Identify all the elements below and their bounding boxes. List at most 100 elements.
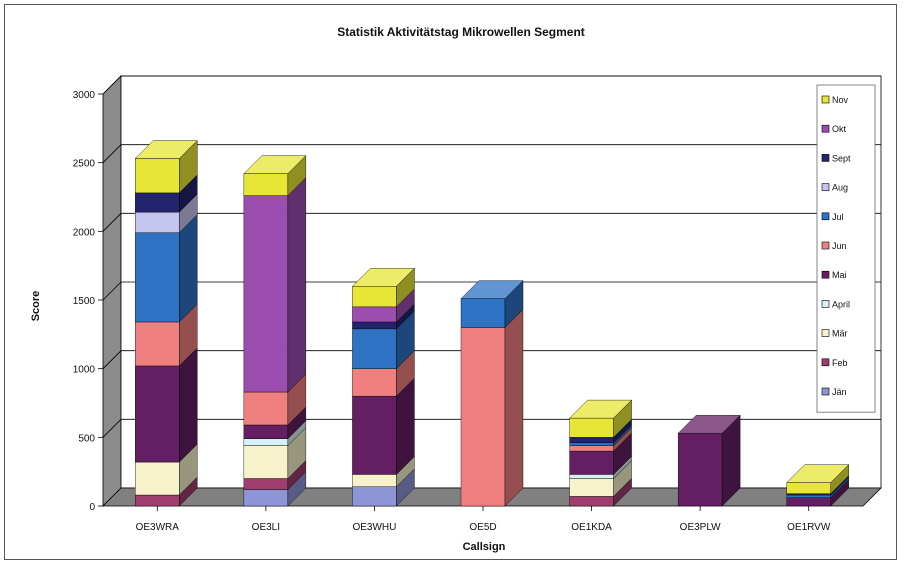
legend-label: Okt [832,124,847,134]
bar-segment [243,427,307,480]
bar-front [352,286,397,308]
bar-front [135,461,180,496]
bar-front [135,232,180,323]
bar-stack [134,140,198,507]
bar-segment [352,468,415,507]
y-axis-label: Score [30,291,42,322]
x-axis-label: Callsign [463,541,506,553]
legend-swatch [821,329,830,337]
bar-segment [352,288,415,323]
bar-segment [135,214,198,323]
legend-item: Jun [821,241,847,251]
legend-item: Feb [821,358,848,368]
legend-swatch [821,95,830,104]
y-tick-label: 1500 [73,296,96,307]
bar-front [352,328,397,369]
bar-front [352,306,397,323]
legend-swatch [821,358,830,367]
legend-swatch [821,212,830,221]
x-tick-label: OE3WHU [352,522,396,533]
legend-swatch [821,124,830,133]
y-tick-label: 1000 [73,365,96,376]
legend-label: Mär [832,329,848,339]
legend-swatch [821,183,830,191]
legend-label: Sept [832,153,851,163]
legend-item: Jul [821,212,844,222]
bar-front [460,298,506,328]
y-tick-label: 2500 [73,159,96,170]
legend-item: Okt [821,124,847,134]
bar-front [352,368,397,397]
bar-front [569,442,614,446]
gridline-side [102,213,122,232]
bar-segment [460,280,524,328]
gridline-side [102,281,122,301]
legend-item: Sept [821,153,851,163]
legend: Nov Okt Sept Aug Jul Jun Mai April Mär Feb Jän [816,84,876,413]
bar-segment [135,303,198,367]
bar-top [786,464,850,483]
bar-side [287,177,307,393]
bar-front [243,445,289,479]
bar-stack [569,399,633,507]
chart: Statistik Aktivitätstag Mikrowellen Segm… [30,25,882,553]
legend-item: Nov [821,95,849,105]
legend-swatch [821,270,830,279]
bar-segment [569,399,632,438]
legend-box [816,84,876,413]
bar-side [504,308,524,507]
bar-segment [135,140,198,194]
bar-front [786,493,831,496]
bar-top [460,280,524,299]
bar-segment [243,177,307,393]
bar-front [569,437,614,444]
bar-front [460,327,506,507]
bar-front [569,417,614,438]
bar-top [569,399,633,419]
bar-front [135,211,180,233]
legend-item: Mär [821,329,848,339]
bar-segment [460,308,524,507]
bar-front [135,192,180,213]
bar-front [352,395,397,475]
bar-front [352,474,397,487]
legend-label: Nov [832,95,849,105]
legend-swatch [821,154,830,162]
y-tick-label: 3000 [73,90,96,101]
legend-label: Mai [832,270,847,280]
bar-front [786,482,831,494]
bar-segment [352,310,415,370]
legend-swatch [821,241,830,250]
bar-segment [135,347,198,463]
bar-front [352,321,397,330]
bar-stack [677,414,741,507]
bar-front [243,195,289,393]
legend-item: Aug [821,183,848,193]
legend-label: Feb [832,358,848,368]
legend-swatch [821,387,830,396]
legend-label: April [832,299,850,309]
bar-segment [352,350,415,397]
bar-segment [352,267,415,308]
bar-top [134,140,198,159]
legend-item: Jän [821,387,847,397]
bar-front [786,497,831,507]
bar-top [243,155,307,174]
x-tick-label: OE1KDA [571,522,612,533]
y-tick-label: 500 [78,433,95,444]
bar-top [677,415,741,434]
x-tick-label: OE1RVW [787,522,831,533]
bar-front [677,433,723,507]
gridline-side [102,144,122,163]
bar-front [569,478,614,497]
bar-top [351,268,415,287]
bar-segment [677,414,741,507]
bar-stack [786,464,850,507]
bar-segment [243,155,307,197]
chart-frame: Statistik Aktivitätstag Mikrowellen Segm… [4,4,897,560]
x-tick-label: OE5D [469,522,496,533]
bar-front [243,489,289,507]
gridline-side [102,75,122,95]
bar-front [243,478,289,490]
bar-stack [351,267,415,507]
